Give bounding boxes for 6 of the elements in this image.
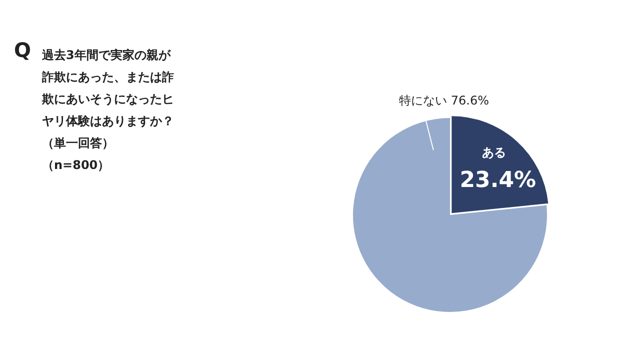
data-label: 23.4% xyxy=(460,168,536,194)
text: Q xyxy=(14,38,32,62)
text: 過去3年間で実家の親が詐欺にあった、または詐欺にあいそうになったヒヤリ体験はありますか？ xyxy=(42,47,175,130)
slice-label: 特にない 76.6% xyxy=(399,93,489,108)
slice-label: ある xyxy=(482,145,506,160)
text: （単一回答）（n=800） xyxy=(42,135,115,174)
